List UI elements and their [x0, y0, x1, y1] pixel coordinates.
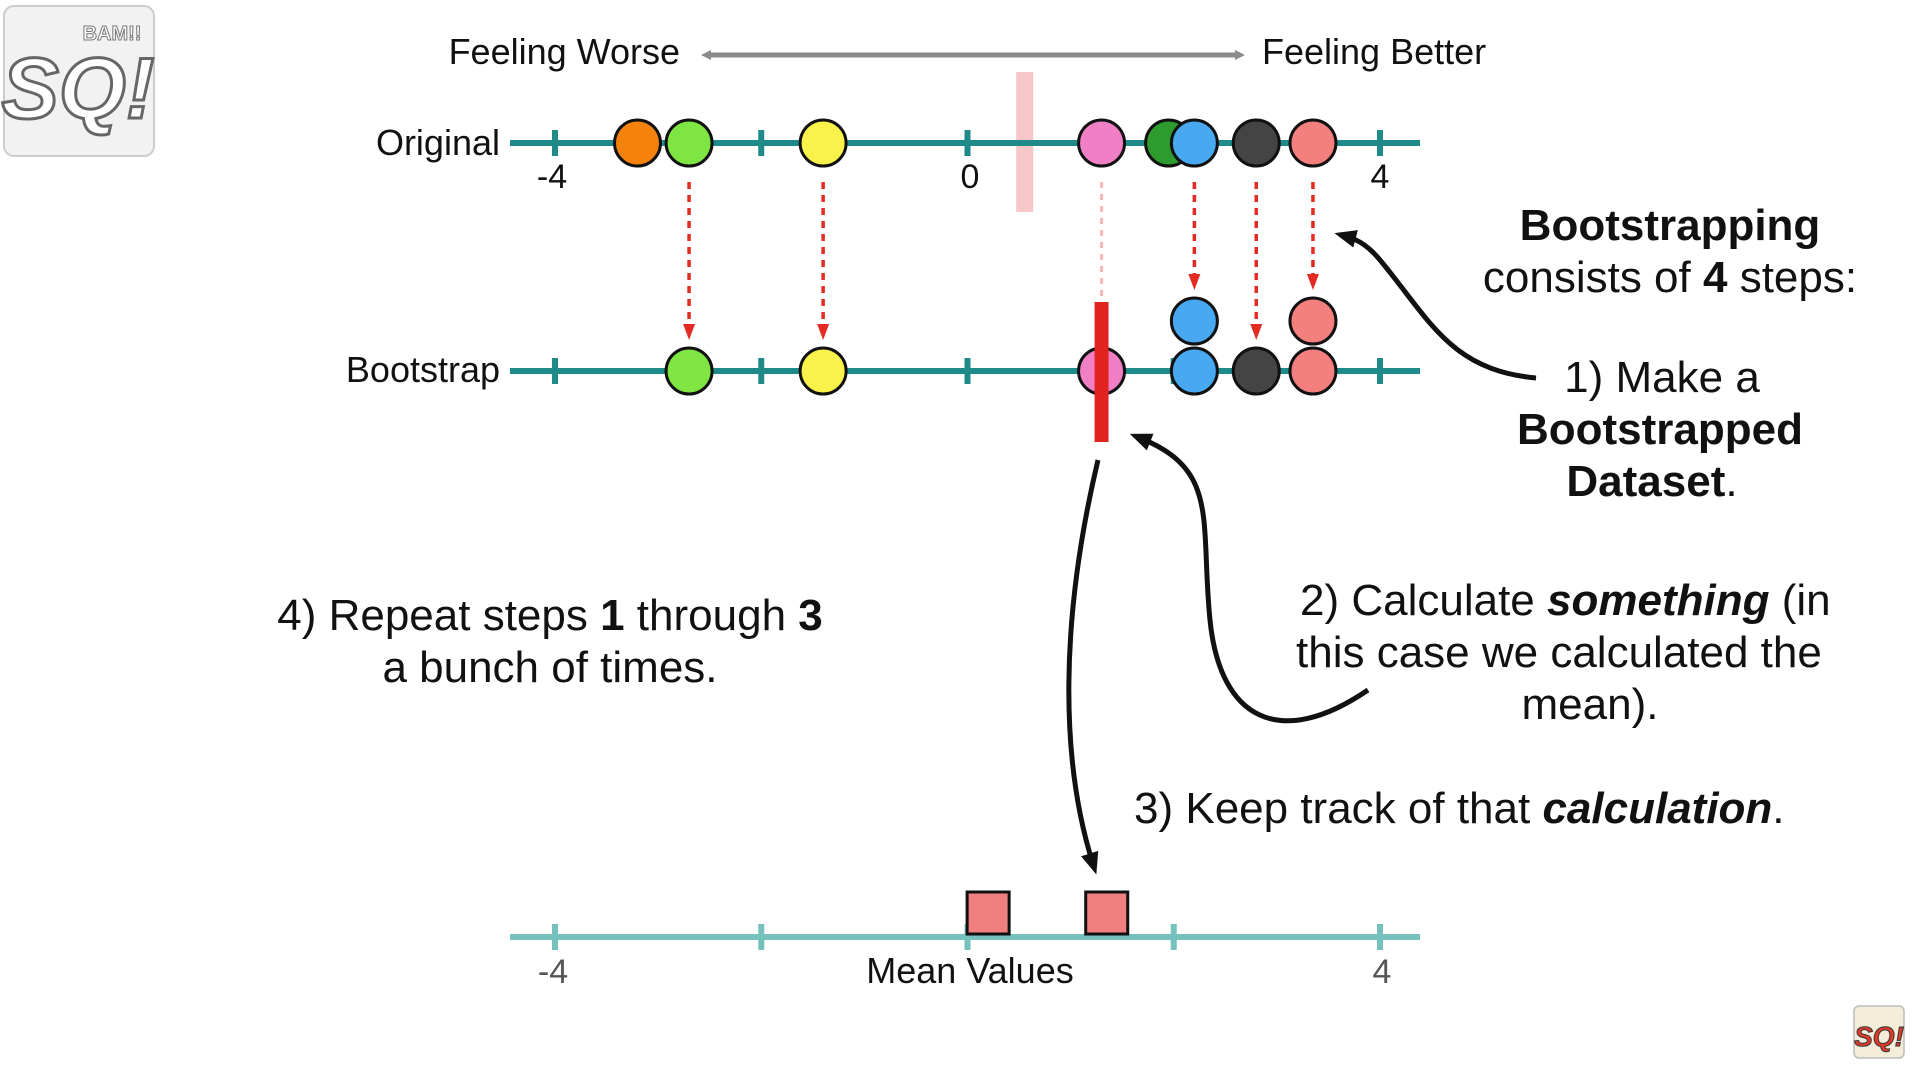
- original-row: Original -4 0 4: [376, 72, 1420, 212]
- step3-arrow: [1066, 459, 1101, 875]
- bootstrap-mean-bar: [1094, 302, 1109, 442]
- step3-a: 3) Keep track of that: [1134, 784, 1542, 833]
- step-1: 1) Make a Bootstrapped Dataset.: [1517, 353, 1803, 506]
- bootstrap-point-blue: [1169, 346, 1219, 396]
- bootstrap-point-salmon: [1288, 296, 1338, 346]
- logo-badge: SQ! BAM!!: [0, 5, 156, 157]
- step2-line1-a: 2) Calculate: [1300, 576, 1547, 625]
- step2-line1-em: something: [1547, 576, 1770, 625]
- step3-line: 3) Keep track of that calculation.: [1134, 784, 1785, 833]
- bootstrap-row: Bootstrap: [346, 296, 1420, 442]
- feeling-better-label: Feeling Better: [1262, 31, 1486, 72]
- bootstrap-point-blue: [1169, 296, 1219, 346]
- step2-line3: mean).: [1522, 680, 1659, 729]
- step2-line2: this case we calculated the: [1296, 628, 1822, 677]
- original-point-yellow: [798, 118, 848, 168]
- step4-b: through: [625, 591, 799, 640]
- step1-line3-dot: .: [1725, 457, 1737, 506]
- bootstrap-point-light-green: [664, 346, 714, 396]
- steps-subtitle: consists of 4 steps:: [1483, 253, 1857, 302]
- steps-subtitle-num: 4: [1703, 253, 1728, 302]
- step2-arrow: [1129, 433, 1370, 724]
- feeling-scale: Feeling Worse Feeling Better: [449, 31, 1487, 72]
- step1-arrow: [1334, 230, 1537, 381]
- bootstrap-point-yellow: [798, 346, 848, 396]
- logo-badge-small: SQ!: [1853, 1005, 1905, 1059]
- original-point-orange: [613, 118, 662, 168]
- original-point-blue: [1169, 118, 1219, 168]
- bootstrap-point-salmon: [1288, 346, 1338, 396]
- logo-small-text: BAM!!: [83, 23, 142, 45]
- resample-arrows: [683, 182, 1319, 340]
- step4-n1: 1: [600, 591, 624, 640]
- steps-subtitle-b: steps:: [1727, 253, 1857, 302]
- step4-a: 4) Repeat steps: [277, 591, 600, 640]
- step1-line3: Dataset.: [1566, 457, 1737, 506]
- steps-title: Bootstrapping: [1520, 201, 1821, 250]
- mean-values-axis: -4 Mean Values 4: [510, 890, 1420, 991]
- mean-value-square: [965, 890, 1011, 936]
- original-point-pink: [1077, 118, 1127, 168]
- original-tick-0: 0: [961, 158, 980, 196]
- feeling-worse-label: Feeling Worse: [449, 31, 680, 72]
- step1-line2: Bootstrapped: [1517, 405, 1803, 454]
- steps-title-bold: Bootstrapping: [1520, 201, 1821, 250]
- mean-tick-4: 4: [1373, 953, 1392, 991]
- mean-tick-neg4: -4: [538, 953, 568, 991]
- step1-line1: 1) Make a: [1564, 353, 1760, 402]
- step3-dot: .: [1772, 784, 1784, 833]
- step-2: 2) Calculate something (in this case we …: [1296, 576, 1831, 729]
- step4-line1: 4) Repeat steps 1 through 3: [277, 591, 823, 640]
- original-point-light-green: [664, 118, 714, 168]
- step4-line2: a bunch of times.: [382, 643, 717, 692]
- steps-subtitle-a: consists of: [1483, 253, 1703, 302]
- original-label: Original: [376, 122, 500, 163]
- step2-line1: 2) Calculate something (in: [1300, 576, 1831, 625]
- steps-intro: Bootstrapping consists of 4 steps:: [1483, 201, 1857, 302]
- mean-value-square: [1084, 890, 1130, 936]
- original-point-salmon: [1288, 118, 1338, 168]
- step3-em: calculation: [1542, 784, 1772, 833]
- step-3: 3) Keep track of that calculation.: [1134, 784, 1785, 833]
- original-point-dark-gray: [1231, 118, 1281, 168]
- logo-text: SQ!: [2, 41, 155, 137]
- step4-n3: 3: [798, 591, 822, 640]
- bootstrap-point-dark-gray: [1231, 346, 1281, 396]
- original-tick-4: 4: [1371, 158, 1390, 196]
- step1-line3-bold: Dataset: [1566, 457, 1725, 506]
- mean-values-label: Mean Values: [866, 950, 1073, 991]
- step-4: 4) Repeat steps 1 through 3 a bunch of t…: [277, 591, 823, 692]
- logo-small-badge-text: SQ!: [1854, 1021, 1904, 1052]
- step2-line1-b: (in: [1769, 576, 1830, 625]
- original-tick-neg4: -4: [537, 158, 567, 196]
- bootstrap-label: Bootstrap: [346, 349, 500, 390]
